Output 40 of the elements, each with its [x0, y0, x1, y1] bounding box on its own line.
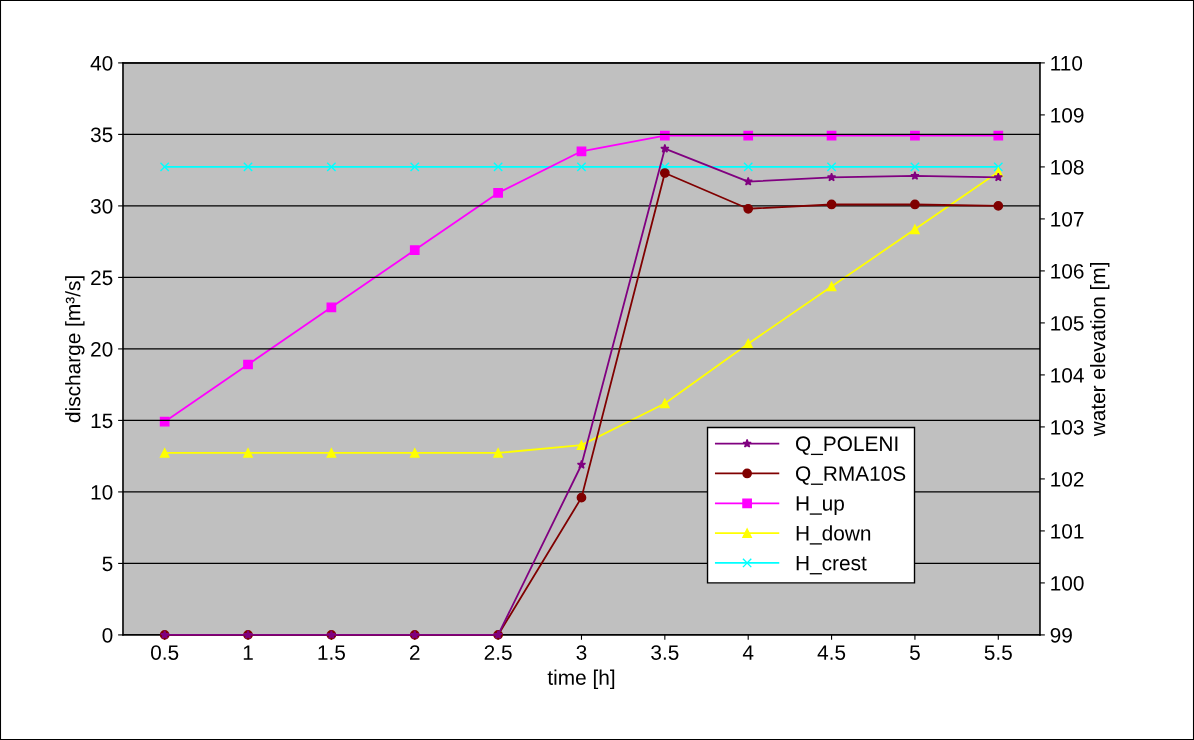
x-tick-label: 3.5: [651, 645, 679, 660]
y2-tick-label: 107: [1051, 211, 1084, 227]
x-tick-label: 5: [909, 645, 920, 660]
x-axis-title: time [h]: [547, 669, 615, 690]
x-tick-label: 4: [742, 645, 754, 660]
y-axis-title: discharge [m³/s]: [65, 276, 85, 423]
y-tick-label: 20: [91, 341, 113, 357]
y2-tick-label: 110: [1051, 55, 1083, 71]
y2-tick-label: 104: [1051, 367, 1084, 383]
x-tick-label: 3: [576, 645, 587, 660]
x-tick-label: 2: [410, 645, 420, 660]
legend-label: Q_POLENI: [796, 436, 898, 456]
y-tick-label: 25: [91, 270, 113, 286]
y2-axis-title: water elevation [m]: [1090, 262, 1110, 437]
legend-label: H_up: [796, 496, 844, 515]
y2-tick-label: 109: [1051, 107, 1084, 123]
y2-tick-label: 99: [1050, 627, 1072, 643]
y-tick-label: 35: [90, 127, 113, 143]
y2-tick-label: 102: [1051, 471, 1084, 487]
legend-label: H_crest: [796, 555, 867, 575]
y-tick-label: 5: [102, 556, 113, 572]
x-tick-label: 4.5: [817, 645, 846, 660]
y-tick-label: 15: [91, 413, 113, 429]
legend-label: Q_RMA10S: [796, 466, 906, 485]
x-tick-label: 5.5: [984, 645, 1012, 660]
x-tick-label: 0.5: [151, 645, 179, 660]
y2-tick-label: 101: [1051, 523, 1084, 539]
x-tick-label: 1.5: [318, 645, 345, 660]
y2-tick-label: 105: [1051, 315, 1084, 331]
y2-tick-label: 106: [1051, 263, 1084, 279]
y-tick-label: 10: [91, 484, 113, 500]
x-tick-label: 1: [243, 645, 253, 660]
y2-tick-label: 108: [1051, 159, 1084, 175]
y2-tick-label: 103: [1051, 419, 1084, 435]
x-tick-label: 2.5: [484, 645, 512, 660]
y-tick-label: 30: [90, 198, 113, 214]
y2-tick-label: 100: [1051, 575, 1084, 591]
y-tick-label: 0: [102, 627, 113, 643]
y-tick-label: 40: [90, 55, 113, 71]
legend-label: H_down: [796, 525, 871, 545]
